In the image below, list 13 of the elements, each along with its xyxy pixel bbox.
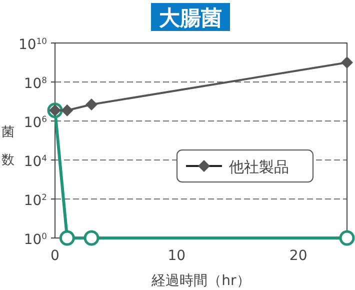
- x-axis-title: 経過時間（hr）: [150, 273, 250, 289]
- x-tick-label: 0: [50, 248, 60, 264]
- y-tick-label: 10$^{10}$: [18, 36, 47, 53]
- legend-label: 他社製品: [229, 158, 289, 176]
- chart-title: 大腸菌: [159, 6, 222, 30]
- y-tick-label: 10$^{8}$: [24, 75, 47, 92]
- y-tick-label: 10$^{0}$: [24, 231, 47, 248]
- y-tick-label: 10$^{4}$: [24, 153, 47, 170]
- x-tick-label: 20: [289, 248, 308, 264]
- y-tick-label: 10$^{6}$: [24, 114, 47, 131]
- y-tick-label: 10$^{2}$: [24, 192, 47, 209]
- x-tick-label: 10: [168, 248, 186, 264]
- y-axis-title: 菌数: [2, 125, 14, 168]
